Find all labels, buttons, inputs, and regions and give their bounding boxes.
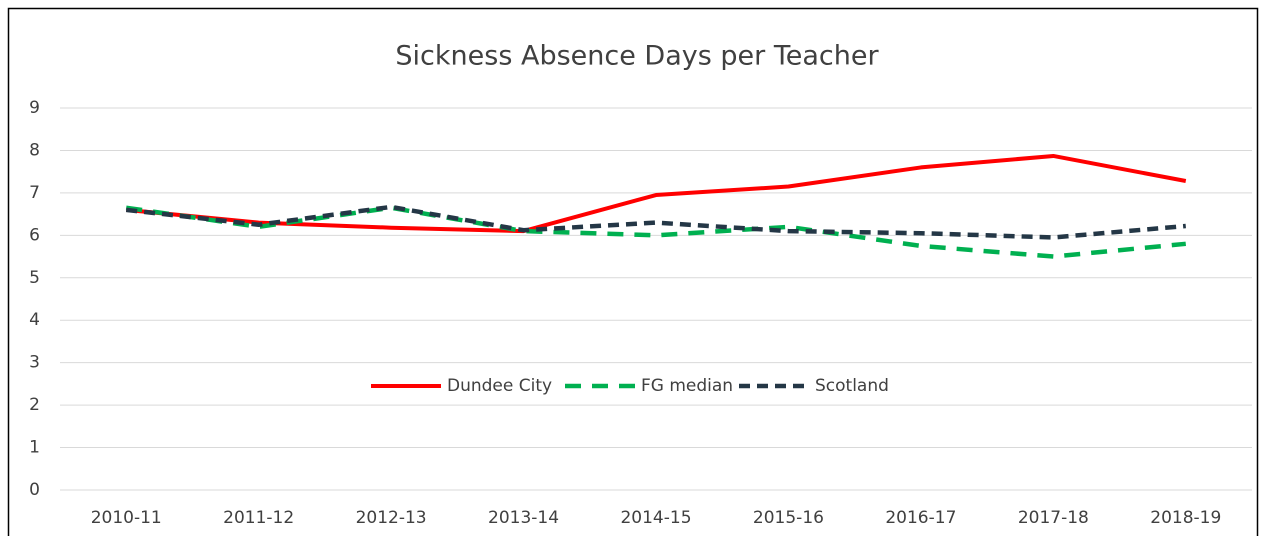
- chart-border: [7, 7, 1259, 536]
- y-tick-label: 7: [29, 183, 40, 203]
- legend-label: Dundee City: [447, 376, 552, 396]
- legend-label: Scotland: [815, 376, 889, 396]
- data-line: [126, 153, 1187, 234]
- y-tick-label: 0: [29, 480, 40, 500]
- chart-title: Sickness Absence Days per Teacher: [395, 41, 879, 72]
- x-tick-label: 2012-13: [356, 508, 427, 528]
- y-tick-label: 3: [29, 353, 40, 373]
- x-tick-label: 2013-14: [488, 508, 559, 528]
- data-line: [125, 205, 1186, 259]
- x-tick-label: 2010-11: [91, 508, 162, 528]
- y-tick-label: 8: [29, 140, 40, 160]
- x-tick-label: 2016-17: [885, 508, 956, 528]
- y-tick-label: 6: [29, 225, 40, 245]
- x-tick-label: 2018-19: [1150, 508, 1221, 528]
- x-tick-label: 2014-15: [620, 508, 691, 528]
- y-tick-label: 5: [29, 268, 40, 288]
- legend-label: FG median: [641, 376, 733, 396]
- y-tick-label: 1: [29, 438, 40, 458]
- y-tick-label: 4: [29, 310, 40, 330]
- y-tick-label: 9: [29, 98, 40, 118]
- data-line: [125, 204, 1186, 240]
- x-tick-label: 2011-12: [223, 508, 294, 528]
- x-tick-label: 2015-16: [753, 508, 824, 528]
- x-tick-label: 2017-18: [1018, 508, 1089, 528]
- y-tick-label: 2: [29, 395, 40, 415]
